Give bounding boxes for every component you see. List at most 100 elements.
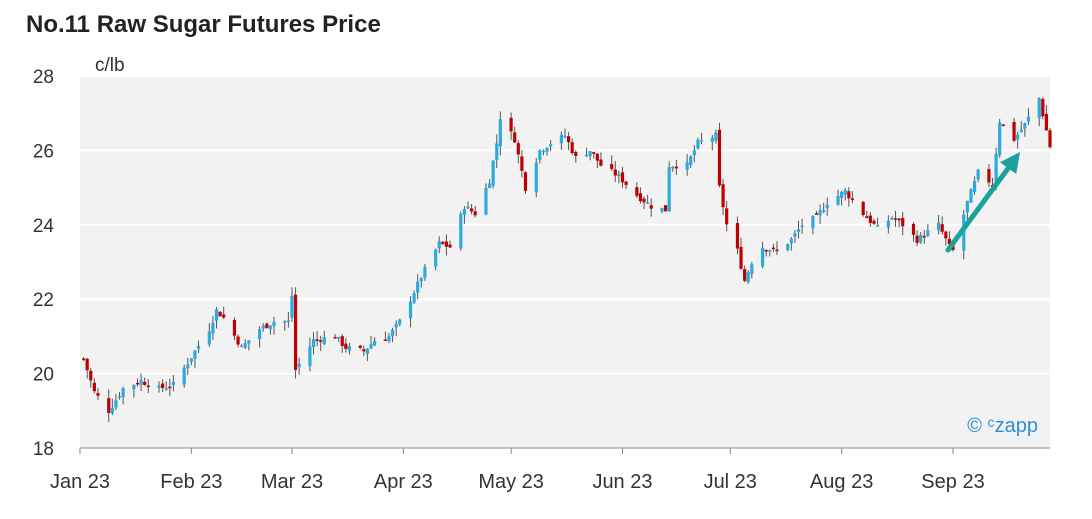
candle-body xyxy=(746,272,750,283)
candle-body xyxy=(96,393,100,396)
candle-body xyxy=(987,169,991,183)
candle-body xyxy=(617,173,621,177)
candle-body xyxy=(272,321,276,327)
candle-body xyxy=(283,321,287,323)
candle-body xyxy=(541,150,546,153)
candle-body xyxy=(315,339,319,341)
chart-title: No.11 Raw Sugar Futures Price xyxy=(26,11,381,38)
candle-body xyxy=(800,225,804,228)
candle-body xyxy=(146,385,150,388)
candle-body xyxy=(919,234,923,243)
y-tick-label: 22 xyxy=(33,290,54,311)
candle-body xyxy=(473,211,477,216)
x-tick-label: Sep 23 xyxy=(921,471,984,493)
candle-body xyxy=(383,339,387,341)
candle-body xyxy=(947,238,952,245)
candle-body xyxy=(139,380,143,385)
candle-body xyxy=(498,119,502,147)
candle-body xyxy=(121,388,125,398)
candle-body xyxy=(419,278,423,282)
candle-body xyxy=(814,213,819,215)
candle-body xyxy=(786,244,790,251)
candle-body xyxy=(218,311,222,317)
candle-body xyxy=(168,386,172,389)
candle-body xyxy=(1012,121,1016,141)
candle-body xyxy=(344,343,348,349)
candle-body xyxy=(998,122,1002,156)
y-tick-label: 18 xyxy=(33,439,54,460)
czapp-logo: © ᶜzapp xyxy=(967,415,1038,437)
candle-body xyxy=(610,164,614,169)
candle-body xyxy=(186,364,190,369)
candle-body xyxy=(635,187,639,196)
candle-body xyxy=(1016,134,1020,140)
candle-body xyxy=(333,337,337,339)
candle-body xyxy=(667,167,671,211)
candle-body xyxy=(135,382,140,385)
candle-body xyxy=(365,348,370,355)
y-tick-label: 20 xyxy=(33,365,54,386)
candle-body xyxy=(469,208,474,212)
candle-body xyxy=(886,220,890,228)
candle-body xyxy=(337,337,341,339)
y-tick-label: 26 xyxy=(33,141,54,162)
candle-body xyxy=(1026,116,1031,122)
candle-body xyxy=(972,180,977,193)
candle-body xyxy=(847,191,851,199)
candle-body xyxy=(92,382,96,392)
candle-body xyxy=(789,238,793,244)
candle-body xyxy=(901,217,905,227)
candle-body xyxy=(107,398,111,413)
candle-body xyxy=(423,267,427,278)
candle-body xyxy=(890,217,894,220)
candle-body xyxy=(760,248,765,267)
candle-body xyxy=(796,229,801,232)
candle-body xyxy=(897,218,901,221)
candle-body xyxy=(261,325,265,329)
candle-body xyxy=(646,202,650,205)
y-tick-labels: 28 26 24 22 20 18 xyxy=(33,67,55,460)
candle-body xyxy=(240,345,244,348)
candle-body xyxy=(495,143,499,160)
candle-body xyxy=(926,230,930,236)
candle-body xyxy=(875,225,880,227)
candle-body xyxy=(915,235,919,243)
x-tick-label: Feb 23 xyxy=(160,471,222,493)
candle-body xyxy=(725,208,729,225)
candle-body xyxy=(466,206,470,209)
candle-body xyxy=(768,250,772,252)
x-tick-labels: Jan 23 Feb 23 Mar 23 Apr 23 May 23 Jun 23 Jul … xyxy=(50,448,985,493)
candle-body xyxy=(893,218,898,220)
candle-body xyxy=(340,336,344,346)
candle-body xyxy=(944,231,948,239)
candle-body xyxy=(193,350,197,359)
candle-body xyxy=(437,241,441,249)
candle-body xyxy=(347,346,352,351)
candle-body xyxy=(649,205,653,209)
candle-body xyxy=(570,142,574,154)
candle-body xyxy=(793,233,797,237)
candle-body xyxy=(836,195,840,205)
candle-body xyxy=(534,162,538,193)
x-tick-label: May 23 xyxy=(478,471,544,493)
candle-body xyxy=(1044,114,1049,131)
candle-body xyxy=(937,222,941,231)
candle-body xyxy=(214,309,219,321)
candle-body xyxy=(811,216,815,229)
candle-body xyxy=(222,314,226,318)
candle-body xyxy=(538,150,542,161)
candle-body xyxy=(322,337,326,344)
candle-body xyxy=(372,340,377,346)
trend-arrow-head xyxy=(1000,152,1020,175)
candle-body xyxy=(247,340,251,344)
candle-body xyxy=(308,346,312,366)
candle-body xyxy=(268,325,273,330)
candle-body xyxy=(441,241,445,244)
candle-body xyxy=(232,320,237,336)
candle-body xyxy=(822,210,826,213)
candle-body xyxy=(584,154,589,157)
candle-body xyxy=(1001,124,1005,126)
candle-body xyxy=(1019,129,1023,132)
candle-body xyxy=(566,136,571,143)
candle-body xyxy=(161,383,165,388)
